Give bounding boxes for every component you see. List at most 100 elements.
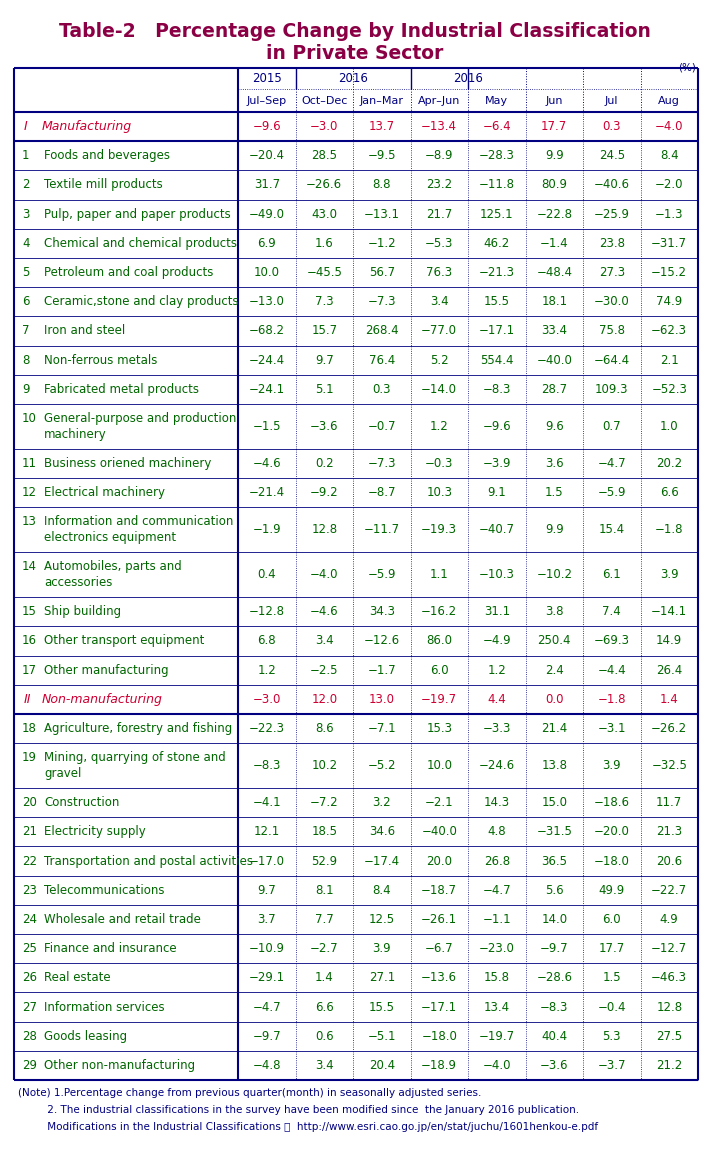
Text: 15.3: 15.3 (426, 722, 452, 735)
Text: −12.6: −12.6 (364, 635, 400, 648)
Text: −4.9: −4.9 (482, 635, 511, 648)
Text: Real estate: Real estate (44, 971, 111, 984)
Text: 5.1: 5.1 (315, 383, 334, 396)
Text: 2: 2 (22, 179, 30, 192)
Text: −5.1: −5.1 (368, 1030, 396, 1043)
Text: 20: 20 (22, 796, 37, 809)
Text: −68.2: −68.2 (248, 325, 285, 338)
Text: 13.4: 13.4 (484, 1001, 510, 1014)
Text: −6.7: −6.7 (425, 942, 454, 955)
Text: 33.4: 33.4 (541, 325, 567, 338)
Text: 21.2: 21.2 (656, 1059, 682, 1072)
Text: in Private Sector: in Private Sector (266, 44, 444, 63)
Text: 1.2: 1.2 (487, 664, 506, 677)
Text: 23.2: 23.2 (426, 179, 452, 192)
Text: −4.8: −4.8 (253, 1059, 281, 1072)
Text: −0.3: −0.3 (425, 457, 454, 470)
Text: −26.1: −26.1 (421, 913, 457, 926)
Text: 10.3: 10.3 (426, 486, 452, 499)
Text: 13: 13 (22, 516, 37, 528)
Text: −9.6: −9.6 (253, 120, 281, 133)
Text: −48.4: −48.4 (536, 267, 572, 279)
Text: (%): (%) (678, 62, 696, 72)
Text: Ship building: Ship building (44, 606, 121, 618)
Text: −10.9: −10.9 (248, 942, 285, 955)
Text: 10.0: 10.0 (426, 759, 452, 772)
Text: Pulp, paper and paper products: Pulp, paper and paper products (44, 208, 231, 221)
Text: 27.1: 27.1 (368, 971, 395, 984)
Text: −4.1: −4.1 (253, 796, 281, 809)
Text: −19.3: −19.3 (421, 524, 457, 537)
Text: −7.3: −7.3 (368, 457, 396, 470)
Text: −52.3: −52.3 (651, 383, 687, 396)
Text: −1.1: −1.1 (482, 913, 511, 926)
Text: −28.6: −28.6 (536, 971, 572, 984)
Text: −7.1: −7.1 (368, 722, 396, 735)
Text: −69.3: −69.3 (594, 635, 630, 648)
Text: 3.2: 3.2 (373, 796, 391, 809)
Text: 8.1: 8.1 (315, 884, 334, 897)
Text: 1.1: 1.1 (430, 568, 449, 581)
Text: 13.0: 13.0 (368, 693, 395, 706)
Text: Mining, quarrying of stone and: Mining, quarrying of stone and (44, 750, 226, 765)
Text: −15.2: −15.2 (651, 267, 687, 279)
Text: −8.7: −8.7 (368, 486, 396, 499)
Text: Electrical machinery: Electrical machinery (44, 486, 165, 499)
Text: Agriculture, forestry and fishing: Agriculture, forestry and fishing (44, 722, 232, 735)
Text: 3.7: 3.7 (258, 913, 276, 926)
Text: 1.2: 1.2 (258, 664, 276, 677)
Text: 23.8: 23.8 (599, 237, 625, 250)
Text: 0.4: 0.4 (258, 568, 276, 581)
Text: 6.0: 6.0 (603, 913, 621, 926)
Text: −4.7: −4.7 (597, 457, 626, 470)
Text: −9.5: −9.5 (368, 150, 396, 162)
Text: −0.7: −0.7 (368, 420, 396, 433)
Text: 4.4: 4.4 (487, 693, 506, 706)
Text: −40.7: −40.7 (479, 524, 515, 537)
Text: −2.0: −2.0 (655, 179, 684, 192)
Text: 5: 5 (22, 267, 29, 279)
Text: −4.0: −4.0 (483, 1059, 511, 1072)
Text: −30.0: −30.0 (594, 296, 630, 309)
Text: 13.8: 13.8 (541, 759, 567, 772)
Text: 19: 19 (22, 750, 37, 765)
Text: 76.4: 76.4 (368, 354, 395, 367)
Text: −40.6: −40.6 (594, 179, 630, 192)
Text: 11.7: 11.7 (656, 796, 682, 809)
Text: Fabricated metal products: Fabricated metal products (44, 383, 199, 396)
Text: −40.0: −40.0 (421, 825, 457, 838)
Text: 7.3: 7.3 (315, 296, 334, 309)
Text: −22.8: −22.8 (536, 208, 572, 221)
Text: Modifications in the Industrial Classifications ；  http://www.esri.cao.go.jp/en/: Modifications in the Industrial Classifi… (18, 1122, 598, 1132)
Text: 3: 3 (22, 208, 29, 221)
Text: −49.0: −49.0 (248, 208, 285, 221)
Text: 12.8: 12.8 (656, 1001, 682, 1014)
Text: Information and communication: Information and communication (44, 516, 234, 528)
Text: −18.6: −18.6 (594, 796, 630, 809)
Text: −21.3: −21.3 (479, 267, 515, 279)
Text: 24.5: 24.5 (599, 150, 625, 162)
Text: −12.7: −12.7 (651, 942, 687, 955)
Text: 7: 7 (22, 325, 30, 338)
Text: 2.1: 2.1 (660, 354, 679, 367)
Text: −62.3: −62.3 (651, 325, 687, 338)
Text: −29.1: −29.1 (248, 971, 285, 984)
Text: −32.5: −32.5 (651, 759, 687, 772)
Text: 20.4: 20.4 (368, 1059, 395, 1072)
Text: (Note) 1.Percentage change from previous quarter(month) in seasonally adjusted s: (Note) 1.Percentage change from previous… (18, 1088, 481, 1098)
Text: −13.0: −13.0 (248, 296, 285, 309)
Text: Finance and insurance: Finance and insurance (44, 942, 177, 955)
Text: accessories: accessories (44, 576, 112, 589)
Text: −8.3: −8.3 (253, 759, 281, 772)
Text: 3.8: 3.8 (545, 606, 564, 618)
Text: Electricity supply: Electricity supply (44, 825, 146, 838)
Text: 56.7: 56.7 (368, 267, 395, 279)
Text: 21.4: 21.4 (541, 722, 567, 735)
Text: Non-ferrous metals: Non-ferrous metals (44, 354, 158, 367)
Text: −3.9: −3.9 (483, 457, 511, 470)
Text: 3.4: 3.4 (315, 1059, 334, 1072)
Text: 1.4: 1.4 (315, 971, 334, 984)
Text: −7.2: −7.2 (310, 796, 339, 809)
Text: 31.7: 31.7 (253, 179, 280, 192)
Text: 2016: 2016 (338, 72, 368, 85)
